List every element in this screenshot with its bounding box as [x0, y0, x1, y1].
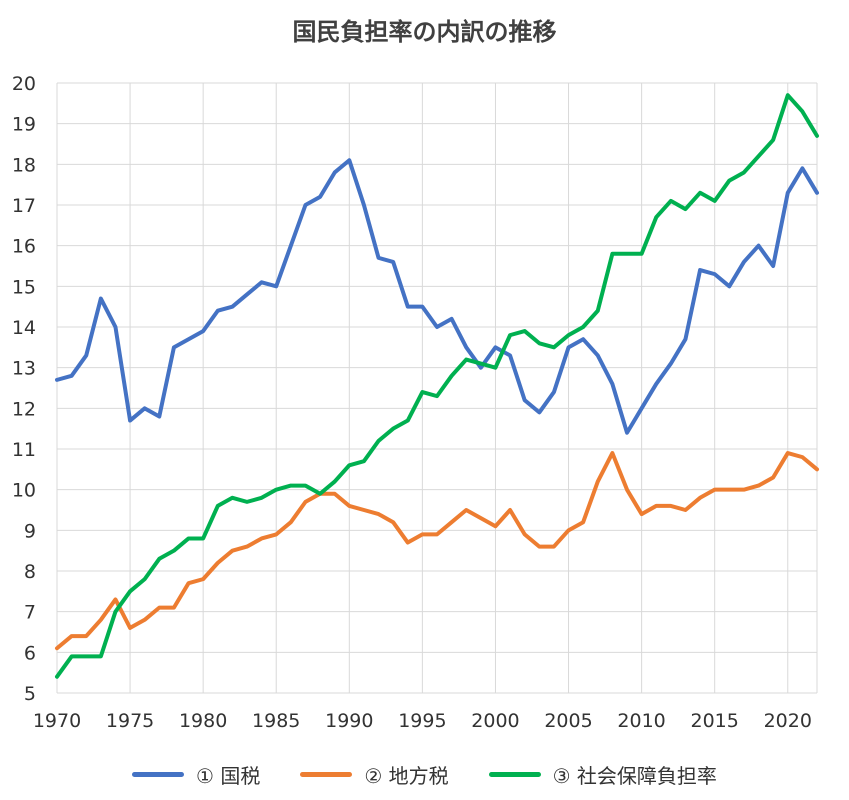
chart-title: 国民負担率の内訳の推移: [292, 18, 557, 46]
y-tick-label: 14: [12, 317, 36, 339]
y-tick-label: 10: [12, 480, 36, 502]
grid: [56, 82, 818, 694]
x-tick-label: 2020: [764, 710, 812, 732]
y-tick-label: 5: [24, 683, 36, 705]
x-tick-label: 1970: [33, 710, 81, 732]
y-tick-label: 15: [12, 276, 36, 298]
x-tick-label: 2010: [617, 710, 665, 732]
x-tick-label: 1980: [179, 710, 227, 732]
legend-label: ② 地方税: [364, 764, 449, 788]
legend: ① 国税 ② 地方税 ③ 社会保障負担率: [0, 760, 849, 789]
legend-item-2: ② 地方税: [300, 760, 449, 789]
x-tick-label: 2015: [691, 710, 739, 732]
y-tick-label: 17: [12, 195, 36, 217]
legend-swatch: [132, 772, 185, 777]
y-tick-label: 19: [12, 114, 36, 136]
series-line-1: [55, 158, 819, 435]
y-tick-label: 7: [24, 602, 36, 624]
y-tick-label: 9: [24, 520, 36, 542]
y-tick-label: 11: [12, 439, 36, 461]
legend-label: ① 国税: [196, 764, 261, 788]
y-tick-label: 20: [12, 73, 36, 95]
x-tick-label: 1990: [325, 710, 373, 732]
y-tick-label: 8: [24, 561, 36, 583]
y-tick-label: 18: [12, 154, 36, 176]
legend-item-3: ③ 社会保障負担率: [488, 760, 717, 789]
x-tick-label: 2005: [544, 710, 592, 732]
axes: 5 6 7 8 9 10 11 12 13 14 15 16 17 18 19 20 1970 1975 1980 1…: [12, 73, 812, 732]
legend-swatch: [300, 772, 353, 777]
series-lines: [55, 93, 819, 679]
line-chart: 5 6 7 8 9 10 11 12 13 14 15 16 17 18 19 20 1970 1975 1980 1…: [12, 73, 819, 732]
y-tick-label: 13: [12, 358, 36, 380]
legend-item-1: ① 国税: [132, 760, 260, 789]
legend-swatch: [488, 772, 541, 777]
x-tick-label: 1995: [398, 710, 446, 732]
x-tick-label: 1985: [252, 710, 300, 732]
series-line-2: [55, 451, 819, 651]
y-tick-label: 12: [12, 398, 36, 420]
y-tick-label: 16: [12, 236, 36, 258]
legend-label: ③ 社会保障負担率: [552, 764, 717, 788]
x-tick-label: 2000: [471, 710, 519, 732]
y-tick-label: 6: [24, 642, 36, 664]
x-tick-label: 1975: [106, 710, 154, 732]
series-line-3: [55, 93, 819, 679]
